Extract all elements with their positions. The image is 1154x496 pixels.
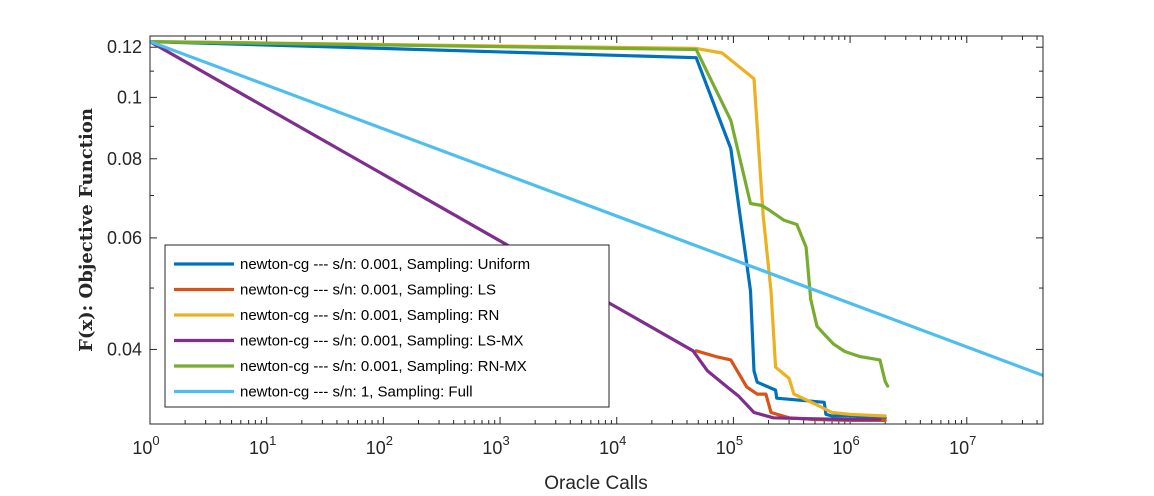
series-line-3: [150, 39, 887, 418]
series-group: [150, 39, 1043, 422]
series-line-1: [150, 39, 887, 420]
x-tick-label: 103: [482, 433, 509, 458]
x-tick-label: 101: [249, 433, 276, 458]
x-tick-label: 104: [599, 433, 626, 458]
legend-label: newton-cg --- s/n: 0.001, Sampling: Unif…: [240, 256, 530, 273]
series-line-4: [150, 39, 882, 422]
y-axis-label: F(x): Objective Function: [76, 108, 97, 352]
x-axis-label: Oracle Calls: [544, 473, 647, 494]
legend-label: newton-cg --- s/n: 0.001, Sampling: RN: [240, 307, 499, 324]
x-tick-label: 106: [832, 433, 859, 458]
y-tick-labels: 0.04 0.06 0.08 0.1 0.12: [107, 37, 142, 359]
x-tick-label: 105: [716, 433, 743, 458]
y-tick-label: 0.06: [107, 228, 142, 248]
x-tick-label: 102: [366, 433, 393, 458]
legend-label: newton-cg --- s/n: 0.001, Sampling: LS-M…: [240, 333, 523, 350]
series-line-6: [150, 39, 1043, 377]
series-line-5: [150, 39, 890, 388]
plot-frame: [149, 35, 1044, 425]
legend-box: [164, 244, 610, 408]
x-tick-label: 107: [949, 433, 976, 458]
legend-label: newton-cg --- s/n: 0.001, Sampling: RN-M…: [240, 358, 527, 375]
y-tick-label: 0.12: [107, 37, 142, 57]
y-tick-label: 0.1: [117, 87, 142, 107]
x-tick-labels: 100 101 102 103 104 105 106 107: [132, 433, 976, 458]
y-tick-label: 0.04: [107, 339, 142, 359]
legend: newton-cg --- s/n: 0.001, Sampling: Unif…: [164, 244, 610, 408]
legend-label: newton-cg --- s/n: 0.001, Sampling: LS: [240, 282, 496, 299]
x-tick-label: 100: [132, 433, 159, 458]
y-tick-label: 0.08: [107, 149, 142, 169]
legend-label: newton-cg --- s/n: 1, Sampling: Full: [240, 384, 473, 401]
